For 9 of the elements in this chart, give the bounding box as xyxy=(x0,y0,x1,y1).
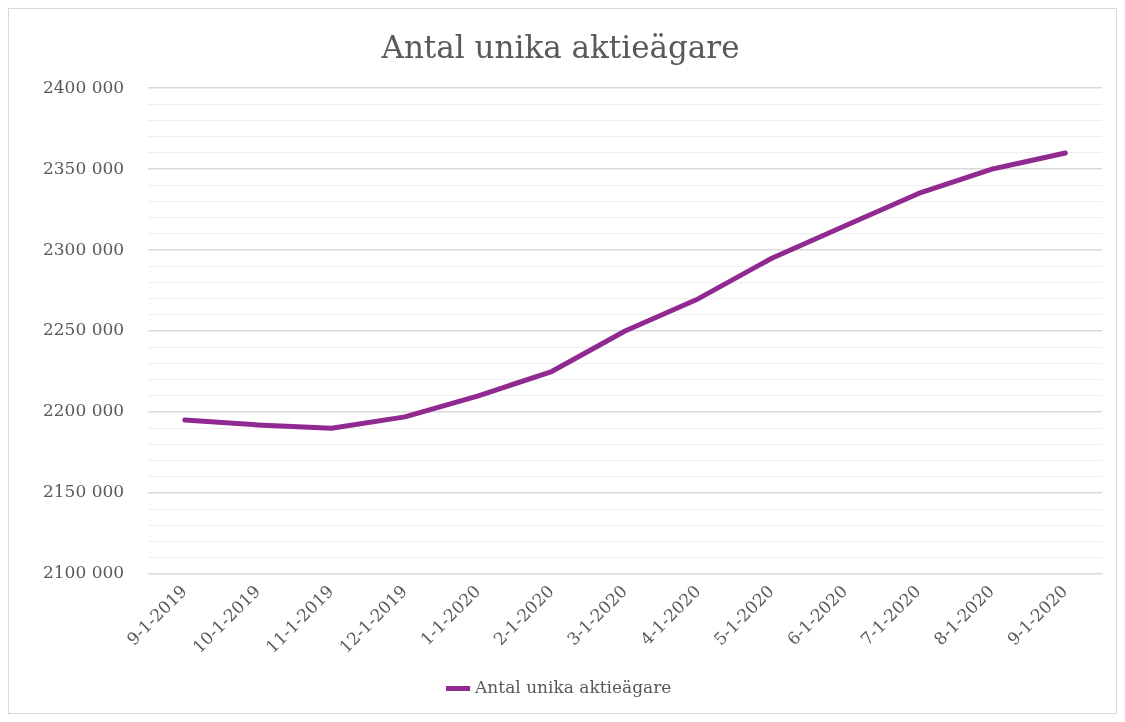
legend-label: Antal unika aktieägare xyxy=(474,676,672,697)
y-tick-label: 2350 000 xyxy=(42,157,125,178)
y-tick-label: 2250 000 xyxy=(42,319,125,340)
chart-title: Antal unika aktieägare xyxy=(380,28,740,65)
y-tick-label: 2200 000 xyxy=(42,400,125,421)
y-tick-label: 2150 000 xyxy=(42,481,125,502)
y-tick-label: 2300 000 xyxy=(42,238,125,259)
y-tick-label: 2100 000 xyxy=(42,562,125,583)
y-tick-label: 2400 000 xyxy=(42,76,125,97)
